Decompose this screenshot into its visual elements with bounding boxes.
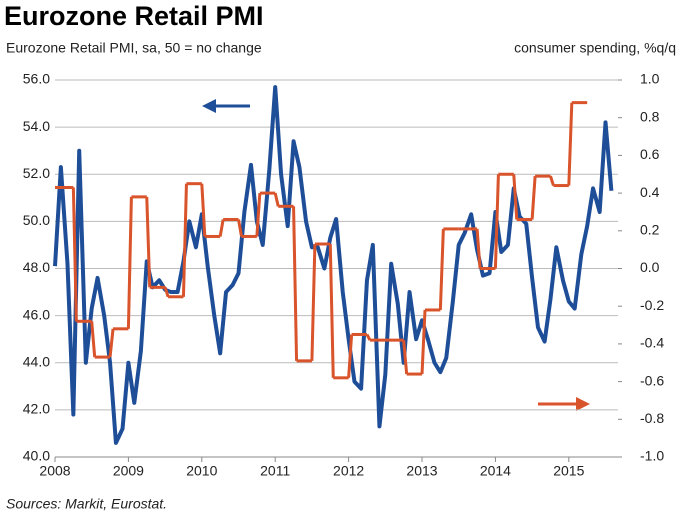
step-riser	[292, 206, 299, 361]
y2-tick-label: -1.0	[640, 448, 664, 464]
right-arrow	[538, 397, 590, 411]
y2-tick-label: 0.6	[640, 146, 660, 162]
x-tick-label: 2011	[260, 463, 290, 479]
step-riser	[567, 102, 574, 186]
step-riser	[108, 328, 115, 358]
step-riser	[71, 187, 78, 322]
pmi-line	[53, 85, 614, 445]
y-tick-label: 40.0	[23, 448, 50, 464]
step-riser	[273, 192, 280, 207]
y2-tick-label: 0.4	[640, 184, 660, 200]
y2-tick-label: 1.0	[640, 71, 660, 87]
step-riser	[145, 196, 152, 288]
chart-title: Eurozone Retail PMI	[4, 1, 264, 31]
step-riser	[347, 334, 354, 378]
step-riser	[310, 243, 317, 361]
chart-subtitle: Eurozone Retail PMI, sa, 50 = no change	[6, 40, 262, 56]
step-riser	[365, 333, 372, 341]
x-tick-label: 2014	[480, 463, 511, 479]
y2-tick-label: 0.2	[640, 222, 660, 238]
y-tick-label: 52.0	[23, 165, 50, 181]
step-riser	[530, 176, 537, 220]
y2-axis-label: consumer spending, %q/q	[514, 40, 676, 56]
y-tick-label: 42.0	[23, 401, 50, 417]
step-riser	[420, 309, 427, 375]
y2-tick-label: -0.6	[640, 372, 664, 388]
y-tick-label: 44.0	[23, 353, 50, 369]
y2-tick-label: -0.4	[640, 335, 664, 351]
y-tick-label: 54.0	[23, 118, 50, 134]
step-riser	[493, 174, 500, 269]
y2-tick-label: -0.8	[640, 410, 664, 426]
y-tick-label: 50.0	[23, 212, 50, 228]
step-riser	[200, 183, 207, 237]
step-riser	[218, 219, 225, 237]
y2-tick-label: -0.2	[640, 297, 664, 313]
source-note: Sources: Markit, Eurostat.	[6, 496, 167, 512]
step-riser	[90, 321, 97, 358]
step-riser	[512, 174, 519, 220]
step-riser	[475, 228, 482, 269]
step-riser	[126, 196, 133, 329]
step-riser	[549, 175, 555, 187]
y-tick-label: 48.0	[23, 259, 50, 275]
x-tick-label: 2010	[186, 463, 217, 479]
y-tick-label: 46.0	[23, 306, 50, 322]
left-arrow	[202, 99, 250, 113]
step-riser	[402, 339, 409, 375]
x-tick-label: 2008	[39, 463, 70, 479]
step-riser	[328, 243, 335, 378]
step-riser	[237, 219, 243, 237]
step-riser	[255, 192, 262, 237]
y2-tick-label: 0.8	[640, 108, 660, 124]
x-tick-label: 2012	[333, 463, 364, 479]
step-riser	[438, 228, 445, 311]
x-tick-label: 2009	[113, 463, 144, 479]
x-tick-label: 2015	[553, 463, 584, 479]
x-tick-label: 2013	[406, 463, 437, 479]
step-riser	[163, 286, 170, 298]
y2-tick-label: 0.0	[640, 259, 660, 275]
y-tick-label: 56.0	[23, 71, 50, 87]
step-riser	[181, 183, 188, 297]
